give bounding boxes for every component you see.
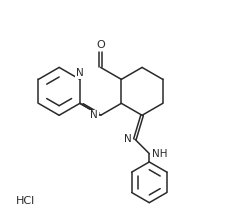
Text: HCl: HCl [16,196,35,206]
Text: NH: NH [152,149,168,159]
Text: N: N [76,68,84,78]
Text: N: N [124,134,132,144]
Text: N: N [90,110,98,120]
Text: O: O [96,40,105,50]
